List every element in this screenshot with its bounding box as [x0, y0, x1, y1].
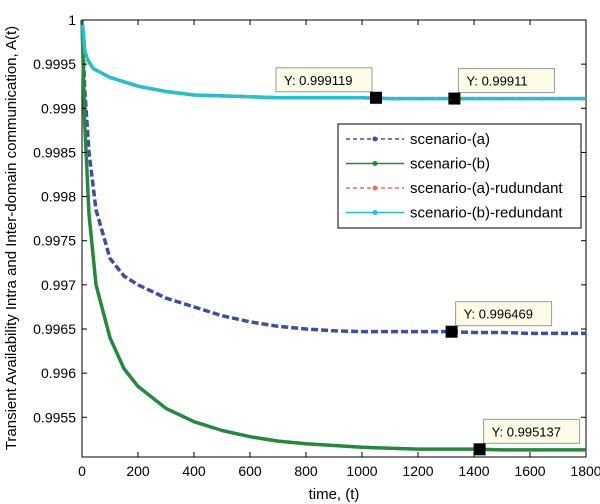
x-tick-label: 0 — [78, 463, 86, 479]
x-tick-label: 1400 — [458, 463, 489, 479]
datatip-marker — [370, 91, 382, 104]
x-tick-label: 1200 — [402, 463, 433, 479]
x-axis-label: time, (t) — [309, 486, 360, 503]
legend-label-1: scenario-(a) — [410, 131, 490, 148]
legend-label-3: scenario-(a)-rudundant — [410, 180, 563, 197]
y-tick-label: 0.998 — [41, 189, 76, 205]
legend-label-2: scenario-(b) — [410, 156, 490, 173]
legend-label-4: scenario-(b)-redundant — [410, 205, 563, 222]
x-tick-label: 600 — [238, 463, 262, 479]
datatip-label: Y: 0.99911 — [466, 74, 527, 89]
datatip-box — [455, 301, 553, 327]
y-tick-label: 0.9995 — [33, 56, 76, 72]
datatip-marker — [473, 443, 486, 456]
x-tick-label: 400 — [182, 463, 206, 479]
legend: scenario-(a) scenario-(b) scenario-(a)-rud… — [337, 123, 582, 229]
datatip-box — [275, 67, 373, 93]
y-tick-label: 0.9985 — [33, 144, 76, 160]
datatip-box — [457, 68, 555, 94]
datatip-label: Y: 0.999119 — [284, 73, 352, 88]
datatip-marker — [448, 92, 461, 105]
x-tick-label: 1600 — [514, 463, 545, 479]
legend-marker-1 — [372, 136, 378, 142]
datatip-marker — [445, 325, 458, 338]
x-tick-label: 1000 — [346, 463, 377, 479]
legend-marker-2 — [372, 161, 378, 166]
x-tick-label: 800 — [294, 463, 318, 479]
y-tick-label: 1 — [68, 12, 76, 28]
series-line-4 — [80, 19, 586, 101]
y-tick-label: 0.9965 — [33, 321, 76, 337]
x-tick-label: 1800 — [570, 463, 600, 479]
datatip-label: Y: 0.995137 — [492, 424, 561, 439]
datatip-box — [483, 418, 581, 444]
legend-marker-4 — [372, 210, 378, 215]
y-tick-label: 0.9955 — [33, 409, 76, 425]
series-line-1 — [80, 19, 586, 336]
datatip-label: Y: 0.996469 — [464, 307, 533, 322]
y-tick-label: 0.996 — [41, 365, 76, 381]
legend-marker-3 — [372, 185, 378, 191]
y-axis-label: Transient Availability Intra and Inter-d… — [3, 26, 20, 450]
y-tick-label: 0.997 — [41, 277, 76, 293]
x-tick-label: 200 — [126, 463, 150, 479]
legend-box — [337, 123, 582, 229]
y-tick-label: 0.999 — [41, 100, 76, 116]
y-tick-label: 0.9975 — [33, 233, 76, 249]
